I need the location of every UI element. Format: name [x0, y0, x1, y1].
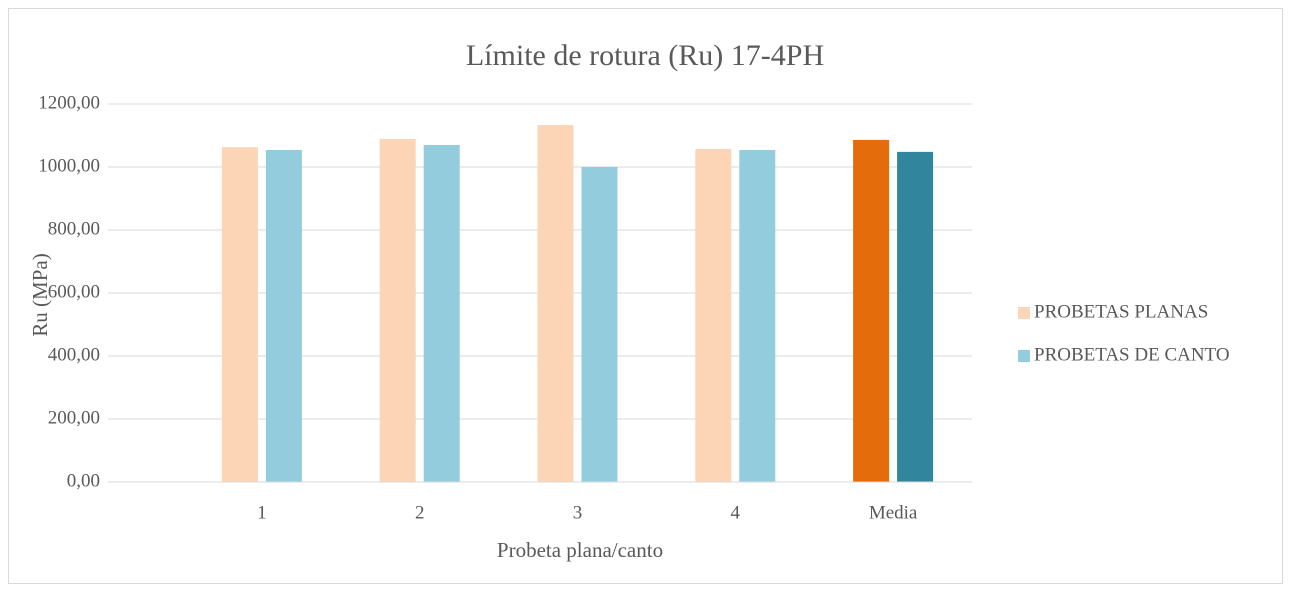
y-tick-label: 200,00	[48, 407, 100, 428]
bar	[897, 151, 934, 482]
chart-title: Límite de rotura (Ru) 17-4PH	[466, 39, 824, 72]
x-tick-label: 3	[573, 502, 583, 523]
y-tick-label: 0,00	[67, 470, 100, 491]
bar	[379, 138, 416, 482]
y-tick-label: 1200,00	[38, 92, 100, 113]
bar	[739, 149, 776, 483]
y-tick-label: 400,00	[48, 344, 100, 365]
y-tick-label: 800,00	[48, 218, 100, 239]
legend-label: PROBETAS PLANAS	[1034, 301, 1208, 322]
x-tick-label: 2	[415, 502, 425, 523]
bar	[581, 167, 618, 482]
bar	[853, 139, 890, 482]
x-axis-label: Probeta plana/canto	[497, 538, 663, 562]
bar	[423, 144, 460, 482]
bar	[265, 149, 302, 483]
y-axis-label: Ru (MPa)	[28, 253, 52, 336]
legend-swatch	[1018, 350, 1030, 362]
legend-swatch	[1018, 307, 1030, 319]
x-tick-label: 4	[731, 502, 741, 523]
bar	[537, 125, 574, 482]
x-tick-label: 1	[257, 502, 267, 523]
bar	[221, 147, 258, 482]
y-tick-label: 1000,00	[38, 155, 100, 176]
chart-border	[8, 8, 1283, 584]
y-tick-label: 600,00	[48, 281, 100, 302]
x-tick-label: Media	[869, 502, 918, 523]
bar	[695, 149, 732, 483]
legend-label: PROBETAS DE CANTO	[1034, 344, 1230, 365]
